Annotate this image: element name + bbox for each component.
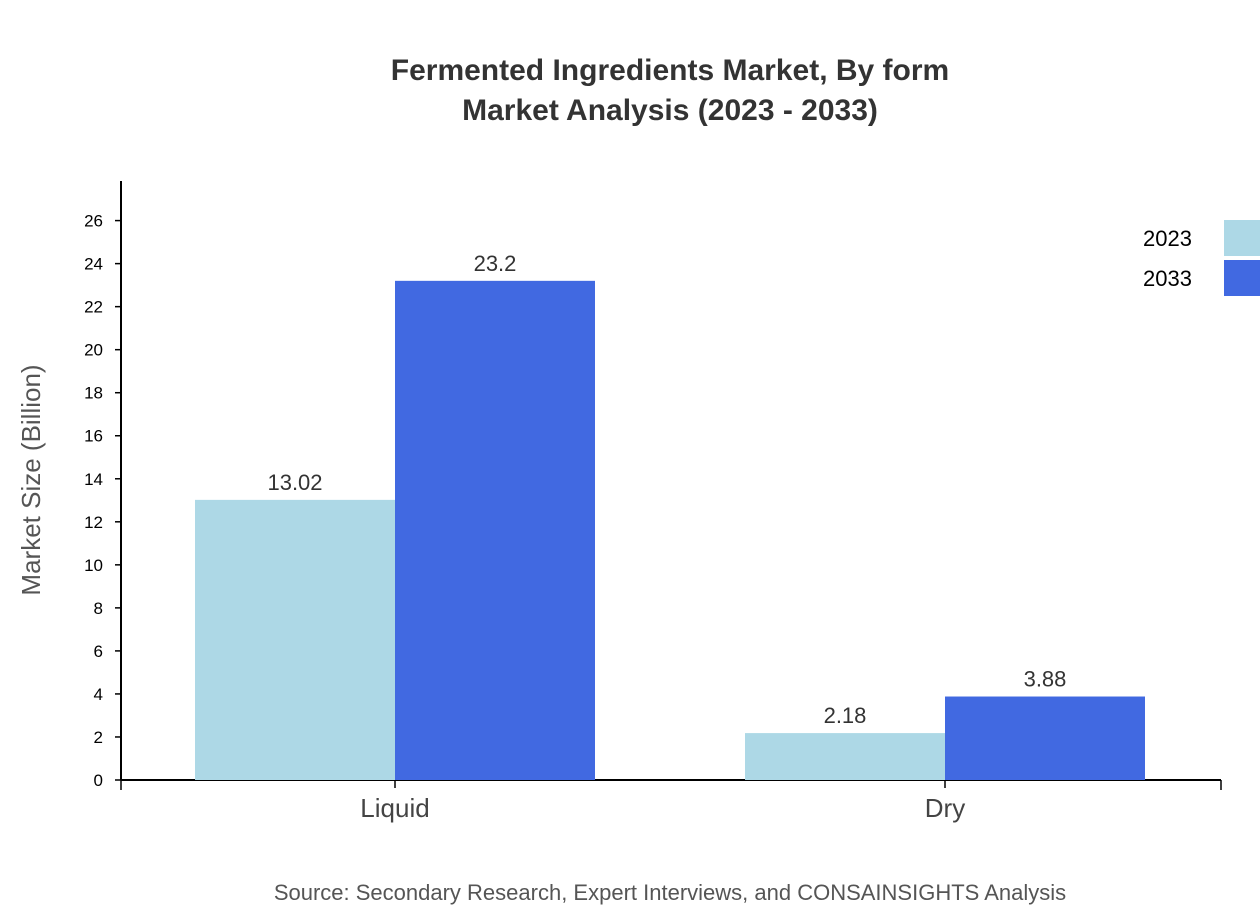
source-note: Source: Secondary Research, Expert Inter…: [274, 880, 1066, 905]
y-axis-label: Market Size (Billion): [16, 364, 46, 595]
y-tick-label: 6: [94, 642, 103, 661]
data-label: 23.2: [474, 251, 517, 276]
y-tick-label: 26: [84, 212, 103, 231]
x-tick-label: Dry: [925, 793, 965, 823]
bar-dry-2033: [945, 696, 1145, 780]
data-label: 3.88: [1024, 667, 1067, 692]
bar-dry-2023: [745, 733, 945, 780]
legend-swatch-2023: [1224, 220, 1260, 256]
y-tick-label: 8: [94, 599, 103, 618]
y-tick-label: 24: [84, 255, 103, 274]
data-label: 2.18: [824, 703, 867, 728]
y-tick-label: 14: [84, 470, 103, 489]
bar-liquid-2023: [195, 499, 395, 780]
y-tick-label: 4: [94, 685, 103, 704]
y-tick-label: 18: [84, 384, 103, 403]
y-tick-label: 22: [84, 298, 103, 317]
y-tick-label: 12: [84, 513, 103, 532]
bar-liquid-2033: [395, 280, 595, 780]
legend-swatch-2033: [1224, 260, 1260, 296]
y-tick-label: 0: [94, 771, 103, 790]
y-tick-label: 16: [84, 427, 103, 446]
y-tick-label: 10: [84, 556, 103, 575]
chart-subtitle: Market Analysis (2023 - 2033): [462, 94, 878, 127]
data-label: 13.02: [267, 470, 322, 495]
y-tick-label: 2: [94, 728, 103, 747]
chart-title: Fermented Ingredients Market, By form: [391, 54, 949, 87]
x-tick-label: Liquid: [360, 793, 429, 823]
legend-label: 2023: [1143, 226, 1192, 251]
legend-label: 2033: [1143, 266, 1192, 291]
y-tick-label: 20: [84, 341, 103, 360]
